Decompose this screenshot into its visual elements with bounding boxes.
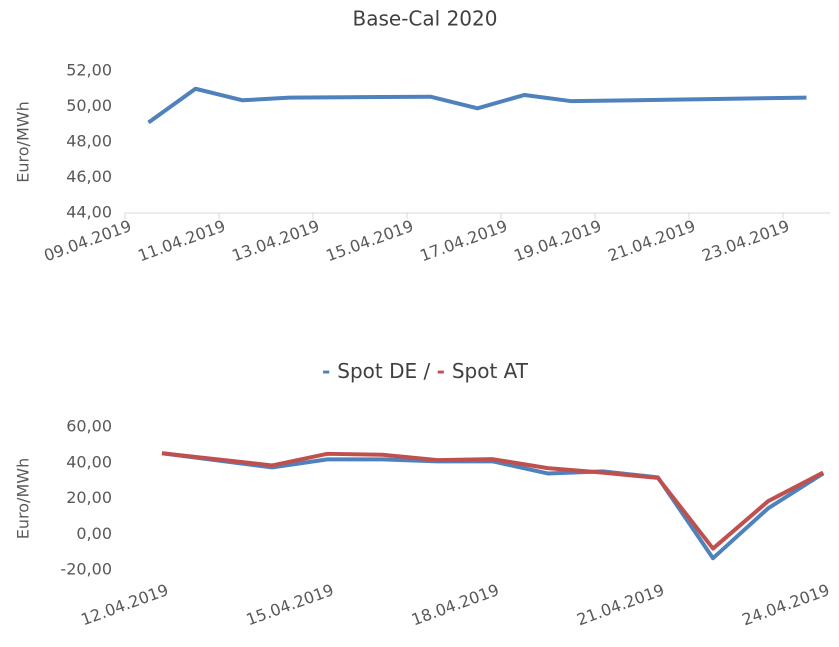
y-tick-label: 48,00 (66, 132, 112, 151)
x-tick-label: 12.04.2019 (78, 580, 171, 629)
y-tick-label: 50,00 (66, 96, 112, 115)
y-axis-label: Euro/MWh (14, 101, 33, 182)
x-tick-label: 21.04.2019 (574, 580, 667, 629)
x-tick-label: 18.04.2019 (409, 580, 502, 629)
series-line (147, 86, 807, 125)
y-axis-label: Euro/MWh (14, 458, 33, 539)
x-tick-label: 23.04.2019 (699, 216, 792, 265)
x-tick-label: 13.04.2019 (229, 216, 322, 265)
legend-label: Spot AT (452, 359, 529, 383)
y-tick-label: 20,00 (66, 488, 112, 507)
y-tick-label: 52,00 (66, 61, 112, 80)
x-tick-label: 15.04.2019 (244, 580, 337, 629)
y-tick-label: 0,00 (76, 524, 112, 543)
y-tick-label: 40,00 (66, 452, 112, 471)
series-line (161, 451, 825, 551)
y-tick-label: 46,00 (66, 167, 112, 186)
x-tick-label: 21.04.2019 (605, 216, 698, 265)
y-tick-label: 60,00 (66, 417, 112, 436)
legend-marker: - (322, 359, 337, 383)
x-tick-label: 09.04.2019 (41, 216, 134, 265)
chart-title: - Spot DE / - Spot AT (322, 359, 529, 383)
x-tick-label: 15.04.2019 (323, 216, 416, 265)
chart-title: Base-Cal 2020 (353, 7, 498, 31)
legend-label: Spot DE (337, 359, 417, 383)
x-tick-label: 11.04.2019 (135, 216, 228, 265)
x-tick-label: 17.04.2019 (417, 216, 510, 265)
title-separator: / (417, 359, 436, 383)
x-tick-label: 19.04.2019 (511, 216, 604, 265)
legend-marker: - (437, 359, 452, 383)
x-tick-label: 24.04.2019 (740, 580, 833, 629)
y-tick-label: 44,00 (66, 203, 112, 222)
y-tick-label: -20,00 (60, 560, 112, 579)
series-line (161, 451, 825, 561)
